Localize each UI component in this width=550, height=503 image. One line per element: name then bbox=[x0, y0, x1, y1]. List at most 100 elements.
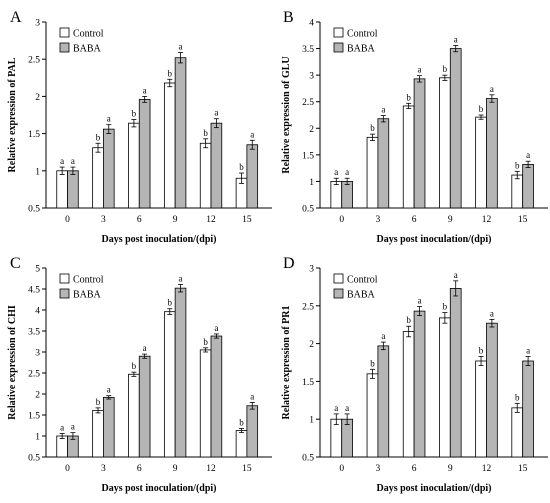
legend-label-control: Control bbox=[347, 29, 378, 40]
chart-panel-c: C 0.5 1 1.5 2 2.5 3 3.5 4 4.5 5 Relative expression… bbox=[7, 255, 272, 494]
x-tick-label: 12 bbox=[482, 215, 492, 225]
bar-baba bbox=[174, 57, 187, 209]
significance-label: b bbox=[132, 108, 137, 118]
bar-baba bbox=[174, 287, 187, 458]
legend-label-control: Control bbox=[73, 29, 104, 40]
bar-control bbox=[128, 373, 140, 458]
y-tick-label: 1.5 bbox=[28, 412, 40, 422]
panel-letter: D bbox=[283, 255, 295, 272]
y-tick-label: 2.5 bbox=[302, 302, 314, 312]
significance-label: b bbox=[96, 132, 101, 142]
significance-label: a bbox=[345, 167, 349, 177]
bar-control bbox=[439, 77, 451, 209]
bar-control bbox=[511, 174, 524, 209]
y-axis-title: Relative expression of PAL bbox=[7, 57, 18, 172]
bar-control bbox=[511, 407, 524, 458]
significance-label: a bbox=[179, 42, 183, 52]
significance-label: a bbox=[107, 114, 111, 124]
significance-label: b bbox=[203, 128, 208, 138]
y-tick-label: 4.5 bbox=[28, 286, 40, 296]
x-tick-label: 0 bbox=[65, 464, 70, 474]
x-tick-label: 0 bbox=[339, 464, 344, 474]
y-tick-label: 2 bbox=[35, 391, 40, 401]
significance-label: a bbox=[143, 85, 147, 95]
y-tick-label: 0.5 bbox=[302, 205, 314, 215]
bar-baba bbox=[522, 164, 534, 209]
y-tick-label: 0.5 bbox=[28, 454, 40, 464]
significance-label: b bbox=[443, 64, 448, 74]
bar-baba bbox=[486, 98, 498, 209]
significance-label: b bbox=[370, 123, 375, 133]
x-tick-label: 9 bbox=[173, 215, 178, 225]
chart-panel-a: A 0.5 1 1.5 2 2.5 3 Relative expression of PAL D… bbox=[7, 9, 272, 245]
significance-label: a bbox=[107, 385, 111, 395]
significance-label: a bbox=[490, 308, 494, 318]
significance-label: a bbox=[143, 343, 147, 353]
x-axis-title: Days post inoculation/(dpi) bbox=[376, 234, 491, 245]
y-tick-label: 2 bbox=[309, 125, 314, 135]
y-tick-label: 2.5 bbox=[302, 98, 314, 108]
x-tick-label: 3 bbox=[376, 215, 381, 225]
chart-panel-b: B 0.5 1 1.5 2 2.5 3 3.5 4 Relative expression of … bbox=[281, 9, 548, 245]
y-tick-label: 2 bbox=[35, 93, 40, 103]
bar-control bbox=[475, 116, 487, 209]
y-axis-title: Relative expression of GLU bbox=[281, 56, 292, 173]
x-axis-title: Days post inoculation/(dpi) bbox=[101, 234, 216, 245]
significance-label: a bbox=[334, 167, 338, 177]
y-tick-label: 3.5 bbox=[28, 328, 40, 338]
x-tick-label: 0 bbox=[339, 215, 344, 225]
bar-control bbox=[330, 181, 343, 209]
significance-label: b bbox=[168, 298, 173, 308]
bar-control bbox=[439, 317, 451, 458]
x-tick-label: 3 bbox=[101, 215, 106, 225]
bar-control bbox=[199, 349, 212, 458]
significance-label: a bbox=[71, 156, 75, 166]
significance-label: b bbox=[132, 361, 137, 371]
bar-control bbox=[56, 170, 68, 209]
y-tick-label: 1 bbox=[35, 433, 40, 443]
legend-label-baba: BABA bbox=[347, 290, 376, 301]
bar-control bbox=[199, 142, 212, 209]
bar-control bbox=[56, 435, 68, 458]
x-tick-label: 9 bbox=[173, 464, 178, 474]
bar-baba bbox=[377, 118, 390, 209]
significance-label: a bbox=[381, 331, 385, 341]
panel-letter: C bbox=[10, 255, 21, 272]
significance-label: a bbox=[454, 34, 458, 44]
bar-baba bbox=[102, 396, 115, 458]
legend-label-baba: BABA bbox=[73, 290, 102, 301]
significance-label: a bbox=[454, 270, 458, 280]
x-tick-label: 15 bbox=[242, 464, 252, 474]
y-tick-label: 1.5 bbox=[28, 130, 40, 140]
x-axis-title: Days post inoculation/(dpi) bbox=[101, 483, 216, 494]
x-tick-label: 15 bbox=[242, 215, 252, 225]
bar-control bbox=[366, 373, 379, 458]
legend-swatch-baba bbox=[59, 288, 70, 299]
significance-label: a bbox=[60, 422, 64, 432]
bar-baba bbox=[522, 360, 534, 458]
panel-letter: B bbox=[283, 9, 294, 26]
significance-label: a bbox=[60, 156, 64, 166]
y-tick-label: 3 bbox=[309, 72, 314, 82]
y-tick-label: 2.5 bbox=[28, 370, 40, 380]
significance-label: b bbox=[515, 160, 520, 170]
x-tick-label: 9 bbox=[448, 464, 453, 474]
y-tick-label: 1.5 bbox=[302, 151, 314, 161]
bar-control bbox=[402, 331, 415, 458]
x-axis-title: Days post inoculation/(dpi) bbox=[376, 483, 491, 494]
bar-control bbox=[163, 82, 176, 209]
significance-label: a bbox=[71, 422, 75, 432]
y-tick-label: 1.5 bbox=[302, 378, 314, 388]
bar-control bbox=[402, 105, 415, 209]
significance-label: a bbox=[418, 296, 422, 306]
bar-baba bbox=[341, 181, 353, 209]
significance-label: a bbox=[345, 403, 349, 413]
y-tick-label: 4 bbox=[309, 19, 314, 29]
legend-swatch-baba bbox=[333, 42, 344, 53]
bar-baba bbox=[246, 405, 259, 458]
bar-baba bbox=[486, 322, 498, 458]
significance-label: a bbox=[214, 323, 218, 333]
significance-label: b bbox=[479, 104, 484, 114]
x-tick-label: 6 bbox=[137, 215, 142, 225]
